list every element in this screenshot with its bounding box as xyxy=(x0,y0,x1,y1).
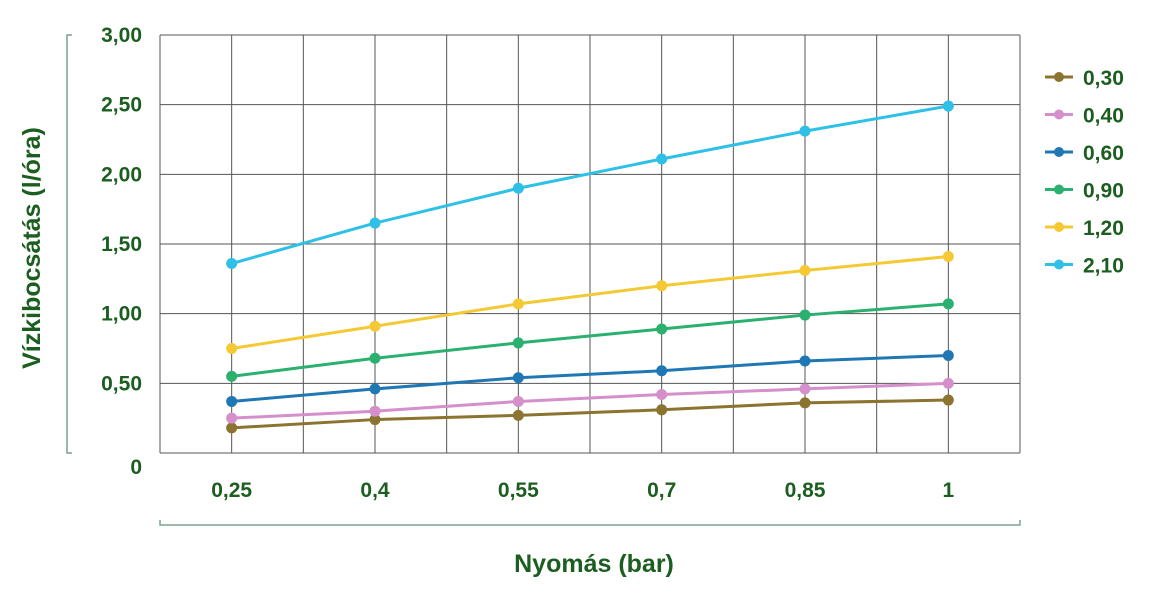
data-point xyxy=(369,320,381,332)
data-point xyxy=(656,404,668,416)
data-point xyxy=(226,258,238,270)
data-point xyxy=(369,383,381,395)
data-point xyxy=(512,182,524,194)
series-3 xyxy=(226,349,954,407)
legend-item: 0,60 xyxy=(1045,142,1124,165)
data-point xyxy=(656,365,668,377)
legend-label: 0,60 xyxy=(1083,142,1124,165)
x-tick-label: 0,4 xyxy=(360,479,390,502)
series-1 xyxy=(226,394,954,434)
data-point xyxy=(799,355,811,367)
y-tick-label: 2,50 xyxy=(101,94,142,117)
y-tick-label: 3,00 xyxy=(101,24,142,47)
legend-swatch-marker xyxy=(1054,184,1064,195)
series-line xyxy=(231,381,949,420)
data-point xyxy=(656,388,668,400)
data-point xyxy=(512,337,524,349)
y-tick-label: 0 xyxy=(130,456,142,479)
data-point xyxy=(942,394,954,406)
legend-swatch-marker xyxy=(1054,147,1064,157)
data-point xyxy=(226,370,238,382)
axis-brackets xyxy=(66,34,1021,526)
data-point xyxy=(369,405,381,417)
data-point xyxy=(512,409,524,421)
legend-label: 0,40 xyxy=(1083,105,1124,128)
legend-item: 0,40 xyxy=(1045,105,1124,128)
grid xyxy=(159,34,1021,454)
data-point xyxy=(369,352,381,364)
data-point xyxy=(942,251,954,263)
series-5 xyxy=(226,251,954,354)
data-point xyxy=(799,309,811,321)
series-2 xyxy=(226,377,954,424)
data-point xyxy=(226,343,238,354)
data-point xyxy=(942,100,954,112)
data-point xyxy=(942,349,954,361)
x-axis-title: Nyomás (bar) xyxy=(514,550,674,578)
x-tick-label: 0,7 xyxy=(647,479,676,502)
y-tick-label: 2,00 xyxy=(101,163,142,186)
data-point xyxy=(226,422,238,434)
legend-label: 0,90 xyxy=(1083,180,1124,203)
legend-item: 0,30 xyxy=(1045,67,1124,90)
y-tick-label: 0,50 xyxy=(101,372,142,395)
data-point xyxy=(656,280,668,292)
series-line xyxy=(231,255,949,350)
data-point xyxy=(226,412,238,424)
legend-swatch-marker xyxy=(1054,259,1064,270)
data-point xyxy=(656,323,668,335)
data-point xyxy=(799,383,811,395)
series-line xyxy=(231,104,949,265)
data-point xyxy=(942,377,954,389)
series-4 xyxy=(226,298,954,382)
data-point xyxy=(512,395,524,407)
data-point xyxy=(656,153,668,165)
y-tick-label: 1,50 xyxy=(101,233,142,256)
x-tick-label: 0,25 xyxy=(211,479,252,502)
data-point xyxy=(799,397,811,409)
series-6 xyxy=(226,100,954,270)
y-axis-title: Vízkibocsátás (l/óra) xyxy=(18,127,46,369)
data-point xyxy=(512,372,524,384)
y-axis-bracket xyxy=(66,34,72,454)
series-line xyxy=(231,353,949,403)
legend-label: 1,20 xyxy=(1083,217,1124,240)
x-axis-bracket xyxy=(159,520,1021,526)
data-point xyxy=(369,217,381,229)
y-axis-ticks: 0 0,50 1,00 1,50 2,00 2,50 3,00 xyxy=(101,24,142,479)
y-tick-label: 1,00 xyxy=(101,303,142,326)
legend-label: 0,30 xyxy=(1083,67,1124,90)
data-point xyxy=(942,298,954,310)
legend-item: 0,90 xyxy=(1045,180,1124,203)
legend-swatch-marker xyxy=(1054,109,1064,120)
data-point xyxy=(512,298,524,310)
legend-item: 2,10 xyxy=(1045,255,1124,278)
x-tick-label: 0,85 xyxy=(785,479,826,502)
x-axis-ticks: 0,25 0,4 0,55 0,7 0,85 1 xyxy=(211,479,954,502)
legend-label: 2,10 xyxy=(1083,255,1124,278)
legend-swatch-marker xyxy=(1054,72,1064,82)
data-point xyxy=(226,395,238,407)
series xyxy=(226,100,954,434)
x-tick-label: 0,55 xyxy=(498,479,539,502)
legend: 0,30 0,40 0,60 0,90 1,20 2,10 xyxy=(1045,67,1124,278)
data-point xyxy=(799,264,811,276)
x-tick-label: 1 xyxy=(942,479,954,502)
data-point xyxy=(799,125,811,137)
legend-item: 1,20 xyxy=(1045,217,1124,240)
data-point xyxy=(369,414,381,426)
series-line xyxy=(231,398,949,430)
series-line xyxy=(231,302,949,378)
legend-swatch-marker xyxy=(1054,222,1064,232)
